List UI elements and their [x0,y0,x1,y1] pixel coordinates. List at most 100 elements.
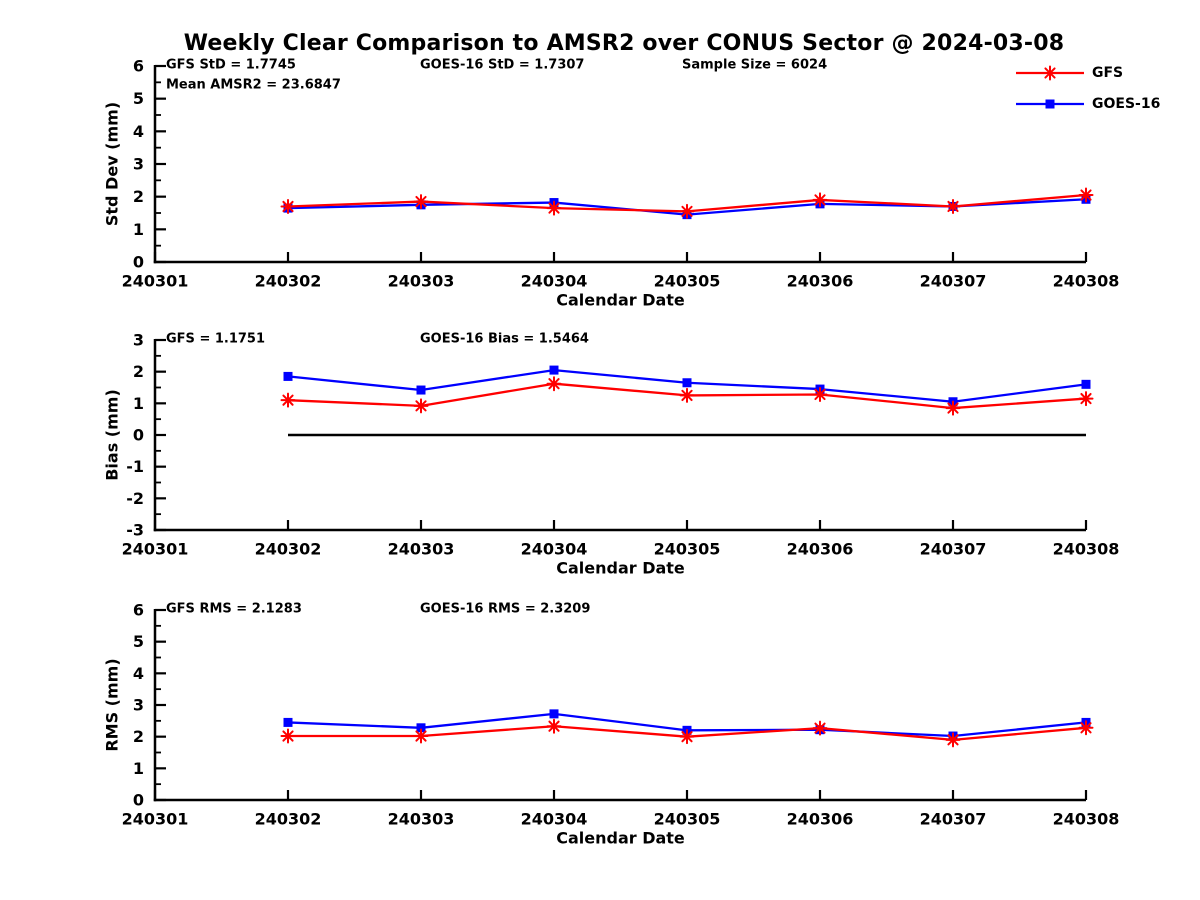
y-tick-label: 2 [133,727,144,746]
y-tick-label: -2 [126,489,144,508]
chart-std-dev: 0 1 2 3 4 5 6 240301 240302 240303 240304 240305 240… [103,57,1120,310]
gfs-marker-shape [814,194,826,206]
legend: GFS GOES-16 [1016,65,1160,112]
goes-16-marker [283,717,293,727]
y-tick-label: 5 [133,89,144,108]
gfs-marker-shape [548,378,560,390]
x-tick-label: 240305 [654,810,721,829]
x-tick-label: 240305 [654,540,721,559]
gfs-marker [1078,720,1094,736]
y-tick-label: 0 [133,791,144,810]
gfs-marker-shape [681,389,693,402]
annotation: GOES-16 RMS = 2.3209 [420,602,590,617]
y-tick-label: 1 [133,220,144,239]
gfs-marker [413,728,429,744]
goes-16-marker-shape [283,717,293,727]
x-tick-label: 240306 [787,272,854,291]
gfs-marker-shape [1080,189,1092,201]
y-tick-label: 1 [133,394,144,413]
gfs-marker [945,198,961,214]
gfs-marker-shape [282,730,294,742]
legend-marker-shape [1045,99,1055,109]
gfs-marker [679,203,695,219]
y-tick-label: 2 [133,362,144,381]
y-tick-label: 1 [133,759,144,778]
goes-16-marker-shape [1081,379,1091,389]
y-tick-label: 3 [133,331,144,350]
x-tick-label: 240304 [521,810,588,829]
gfs-marker [280,392,296,408]
x-tick-label: 240306 [787,810,854,829]
y-tick-label: 2 [133,187,144,206]
annotation: GOES-16 Bias = 1.5464 [420,332,589,347]
y-tick-label: 0 [133,426,144,445]
gfs-marker [546,718,562,734]
legend-label: GOES-16 [1092,96,1160,112]
goes-16-marker [549,365,559,375]
gfs-marker [812,720,828,736]
gfs-marker [546,200,562,216]
gfs-marker [546,376,562,392]
x-tick-label: 240302 [255,810,322,829]
y-tick-label: 3 [133,155,144,174]
goes-16-marker-shape [283,371,293,381]
legend-marker [1042,65,1058,81]
x-tick-label: 240301 [122,540,189,559]
y-axis-title: RMS (mm) [103,658,122,751]
x-tick-label: 240306 [787,540,854,559]
goes-16-marker-shape [682,378,692,388]
gfs-marker-shape [415,730,427,742]
x-tick-label: 240308 [1053,810,1120,829]
x-tick-label: 240307 [920,810,987,829]
chart-bias: -3 -2 -1 0 1 2 3 240301 240302 240303 240304 240305… [103,331,1120,578]
annotation: GFS RMS = 2.1283 [166,602,302,617]
gfs-marker [945,732,961,748]
gfs-marker-shape [947,200,959,213]
x-tick-label: 240301 [122,272,189,291]
x-tick-label: 240307 [920,540,987,559]
gfs-marker-shape [947,734,959,746]
y-tick-label: 6 [133,57,144,76]
annotation: GFS StD = 1.7745 [166,58,296,73]
goes-16-marker-shape [549,365,559,375]
gfs-marker-shape [1080,392,1092,405]
gfs-marker [1078,187,1094,203]
annotation: GFS = 1.1751 [166,332,265,347]
goes-16-marker-shape [549,709,559,719]
gfs-marker-shape [681,731,693,743]
x-tick-label: 240305 [654,272,721,291]
y-tick-label: -1 [126,457,144,476]
y-axis-title: Bias (mm) [103,389,122,481]
legend-item-goes-16: GOES-16 [1016,96,1160,112]
gfs-marker-shape [415,195,427,208]
gfs-marker-shape [947,402,959,414]
chart-rms: 0 1 2 3 4 5 6 240301 240302 240303 240304 240305 240… [103,601,1120,848]
annotation: Mean AMSR2 = 23.6847 [166,78,341,93]
y-tick-label: -3 [126,521,144,540]
x-tick-label: 240303 [388,810,455,829]
goes-16-marker-shape [416,385,426,395]
y-axis-title: Std Dev (mm) [103,102,122,226]
x-tick-label: 240303 [388,540,455,559]
goes-16-marker [416,385,426,395]
gfs-marker-shape [681,205,693,217]
goes-16-marker [416,723,426,733]
annotation: Sample Size = 6024 [682,58,827,73]
x-tick-label: 240308 [1053,272,1120,291]
goes-16-marker [283,371,293,381]
x-tick-label: 240302 [255,540,322,559]
y-tick-label: 3 [133,696,144,715]
goes-16-marker [549,709,559,719]
gfs-marker [679,387,695,403]
gfs-marker-shape [548,202,560,214]
y-tick-label: 5 [133,632,144,651]
x-tick-label: 240301 [122,810,189,829]
x-axis-title: Calendar Date [556,291,685,310]
gfs-marker-shape [1080,722,1092,734]
x-tick-label: 240302 [255,272,322,291]
gfs-marker [280,728,296,744]
gfs-marker [1078,391,1094,407]
gfs-marker [280,198,296,214]
